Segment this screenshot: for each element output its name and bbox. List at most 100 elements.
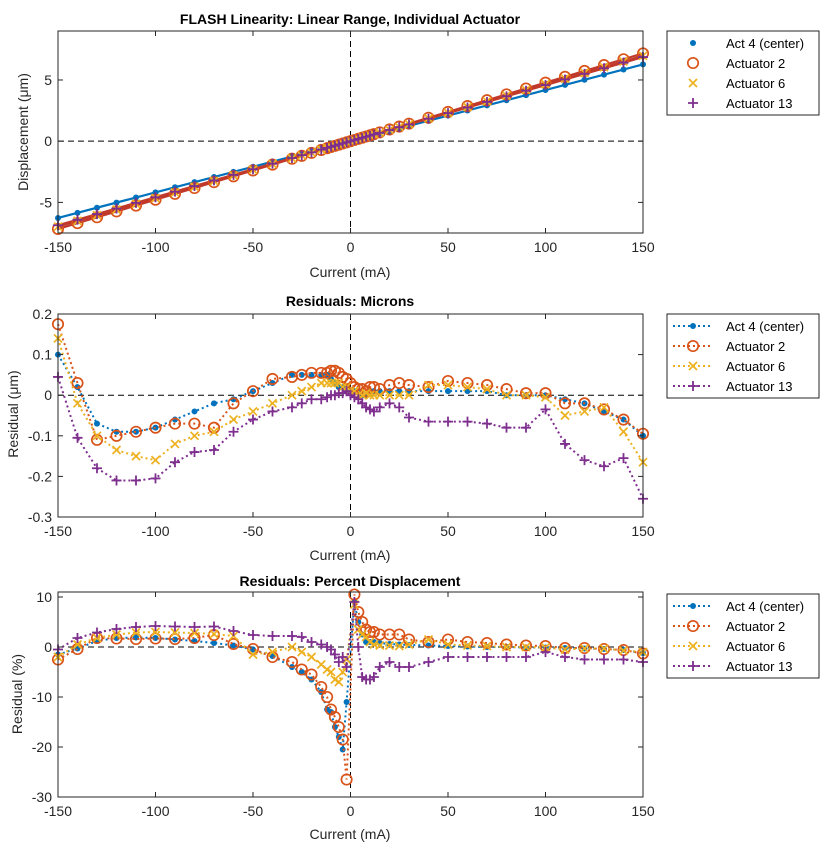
data-point-act13 <box>368 406 379 417</box>
y-axis-label: Displacement (μm) <box>15 73 31 191</box>
data-point-act13 <box>150 473 161 484</box>
x-tick-label: 50 <box>440 523 456 539</box>
data-point-act4 <box>298 371 305 378</box>
data-point-act4 <box>94 420 100 427</box>
data-point-act13 <box>540 80 551 91</box>
data-point-act13 <box>306 637 317 647</box>
data-point-act13 <box>599 461 609 472</box>
data-point-act13 <box>560 652 570 662</box>
data-point-act13 <box>384 657 395 667</box>
legend-marker-act4 <box>690 603 696 609</box>
legend-marker-act6 <box>688 78 698 88</box>
data-point-act4 <box>94 204 100 211</box>
data-point-act2 <box>422 635 435 649</box>
legend-label-act4: Act 4 (center) <box>726 599 804 614</box>
data-point-act13 <box>209 621 219 632</box>
data-point-act4 <box>343 699 350 705</box>
y-axis-label: Residual (μm) <box>5 370 21 457</box>
data-point-act2 <box>480 636 494 650</box>
data-point-act2 <box>266 372 279 386</box>
data-point-act2 <box>352 605 365 619</box>
data-point-act13 <box>111 624 122 634</box>
legend-marker-act13 <box>688 661 698 671</box>
data-point-act2 <box>321 690 334 704</box>
data-point-act4 <box>113 199 120 206</box>
legend-marker-act13 <box>688 98 698 108</box>
data-layer <box>51 47 650 236</box>
data-layer <box>51 588 650 786</box>
data-point-act6 <box>404 390 414 400</box>
legend-marker-act6 <box>688 361 698 371</box>
data-point-act13 <box>521 85 531 96</box>
data-point-act13 <box>150 192 161 203</box>
data-point-act13 <box>579 654 590 665</box>
data-point-act2 <box>188 417 201 430</box>
data-point-act13 <box>316 144 327 155</box>
x-tick-label: -50 <box>243 239 263 255</box>
data-point-act13 <box>560 74 570 85</box>
data-point-act13 <box>501 422 512 433</box>
x-tick-label: 100 <box>534 523 558 539</box>
data-point-act2 <box>295 663 308 676</box>
data-point-act13 <box>394 122 405 133</box>
data-point-act13 <box>521 652 531 662</box>
data-point-act6 <box>394 641 404 651</box>
data-point-act6 <box>599 402 609 412</box>
legend-label-act4: Act 4 (center) <box>726 36 804 51</box>
data-point-act13 <box>296 150 307 161</box>
data-point-act13 <box>131 475 141 486</box>
data-point-act6 <box>297 647 307 657</box>
data-point-act6 <box>330 378 340 388</box>
data-point-act13 <box>189 622 200 632</box>
data-point-act13 <box>329 649 340 660</box>
legend-marker-act2 <box>686 56 700 70</box>
data-point-act6 <box>111 445 122 455</box>
data-point-act13 <box>306 394 317 405</box>
data-point-act4 <box>445 388 451 395</box>
data-point-act4 <box>620 66 627 73</box>
data-point-act13 <box>579 68 590 79</box>
data-point-act13 <box>443 416 453 427</box>
y-tick-label: -30 <box>32 789 52 805</box>
data-point-act13 <box>462 652 473 662</box>
x-tick-label: -150 <box>44 239 72 255</box>
data-point-act13 <box>618 453 629 464</box>
data-point-act6 <box>72 639 83 650</box>
data-point-act13 <box>72 633 83 643</box>
data-point-act2 <box>328 710 341 724</box>
data-point-act13 <box>384 124 395 135</box>
legend-marker-act13 <box>688 381 698 391</box>
data-point-act2 <box>246 385 260 398</box>
y-tick-label: 0 <box>44 133 52 149</box>
data-point-act13 <box>267 406 278 417</box>
x-axis-label: Current (mA) <box>310 826 391 842</box>
data-point-act6 <box>248 649 258 660</box>
data-point-act13 <box>540 404 551 415</box>
data-point-act6 <box>322 378 332 388</box>
data-point-act13 <box>521 422 531 433</box>
series-line-act4 <box>57 601 644 750</box>
data-point-act6 <box>306 652 317 662</box>
data-point-act6 <box>501 390 512 400</box>
subplot-3: -150 -100 -50 0 50 100 150-30-20-10010Residual… <box>9 573 820 842</box>
data-point-act2 <box>597 403 611 416</box>
data-point-act13 <box>482 418 492 429</box>
data-point-act6 <box>306 382 317 392</box>
data-point-act13 <box>150 621 161 631</box>
data-point-act6 <box>170 627 180 638</box>
data-point-act6 <box>482 641 492 651</box>
data-point-act13 <box>316 394 327 405</box>
legend: Act 4 (center) Actuator 2 Actuator 6 Actuat… <box>666 30 820 116</box>
data-point-act6 <box>540 392 551 402</box>
data-point-act13 <box>248 414 258 425</box>
y-tick-label: -0.2 <box>28 468 52 484</box>
data-point-act6 <box>228 414 239 425</box>
y-tick-label: -20 <box>32 739 52 755</box>
y-tick-label: 0 <box>44 387 52 403</box>
x-tick-label: 150 <box>631 239 655 255</box>
legend-label-act4: Act 4 (center) <box>726 319 804 334</box>
data-point-act6 <box>521 642 531 652</box>
data-point-act6 <box>579 406 590 417</box>
data-point-act13 <box>423 113 434 124</box>
legend-label-act2: Actuator 2 <box>726 339 785 354</box>
